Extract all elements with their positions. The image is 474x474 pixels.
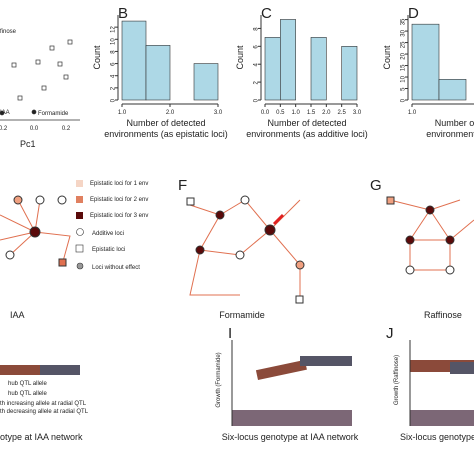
panel-a-label: Formamide [38,111,69,117]
x-axis-label: Six-locus genotype [400,432,474,442]
x-tick-label: 1.5 [307,110,316,116]
panel-letter: J [386,325,394,342]
x-axis-label: Number of detected [126,118,205,128]
panel-letter: D [408,5,419,22]
x-tick-label: 2.0 [166,110,175,116]
legend-label: Loci without effect [92,265,140,271]
x-axis-label: Six-locus genotype at IAA network [222,432,359,442]
bar [341,46,358,101]
bar [145,45,171,101]
bar [280,19,296,101]
x-tick-label: 3.0 [214,110,223,116]
y-tick-label: 25 [401,41,407,48]
y-tick-label: 30 [401,29,407,36]
legend-label: Epistatic loci for 1 env [90,181,148,187]
bar [411,23,440,101]
x-tick-label: 0.5 [276,110,285,116]
bar [121,20,147,101]
y-tick-label: 10 [401,75,407,82]
network-e [0,195,71,267]
legend-label: hub QTL allele [8,391,47,397]
panel-letter: F [178,177,187,194]
y-tick-label: 8 [254,27,260,31]
y-tick-label: 4 [111,74,117,78]
x-axis-label: Number of de [435,118,474,128]
panel-a-tick: 0.0 [30,126,39,132]
network-g [386,196,474,275]
panel-a [0,39,80,121]
x-tick-label: 0.0 [261,110,270,116]
legend-label: th increasing allele at radial QTL [0,401,87,407]
x-axis-label: environments (as additive loci) [246,129,368,139]
y-tick-label: 6 [111,62,117,66]
network-name: IAA [10,310,25,320]
bar [193,63,219,101]
bottom-plots [0,340,474,426]
x-axis-label: otype at IAA network [0,432,83,442]
legend-label: Additive loci [92,231,124,237]
panel-a-label: finose [0,29,17,35]
x-tick-label: 1.0 [408,110,417,116]
legend-label: Epistatic loci [92,247,125,253]
legend-label: Epistatic loci for 2 env [90,197,148,203]
x-tick-label: 2.5 [337,110,346,116]
y-axis-label: Growth (Formamide) [216,352,222,407]
bar [310,37,327,101]
legend-label: th decreasing allele at radial QTL [0,409,89,415]
network-name: Raffinose [424,310,462,320]
y-tick-label: 0 [111,98,117,102]
y-tick-label: 12 [111,25,117,32]
panel-a-tick: -0.2 [0,126,8,132]
y-tick-label: 0 [401,98,407,102]
y-tick-label: 6 [254,45,260,49]
legend-symbols [75,180,84,270]
y-tick-label: 8 [111,50,117,54]
y-axis-label: Count [92,45,102,70]
y-tick-label: 2 [254,80,260,84]
x-tick-label: 1.0 [118,110,127,116]
x-axis-label: environments (as epistatic loci) [104,129,228,139]
y-tick-label: 0 [254,98,260,102]
y-tick-label: 10 [111,38,117,45]
panel-letter: G [370,177,382,194]
network-name: Formamide [219,310,265,320]
y-tick-label: 4 [254,63,260,67]
y-axis-label: Count [235,45,245,70]
y-tick-label: 35 [401,18,407,25]
panel-letter: B [118,5,128,22]
panel-a-label: IAA [0,110,10,116]
y-tick-label: 15 [401,64,407,71]
panel-letter: I [228,325,232,342]
panel-a-tick: 0.2 [62,126,71,132]
y-tick-label: 2 [111,86,117,90]
x-tick-label: 2.0 [322,110,331,116]
legend-label: hub QTL allele [8,381,47,387]
y-tick-label: 5 [401,87,407,91]
bar [438,79,467,101]
y-tick-label: 20 [401,52,407,59]
bar [264,37,281,101]
y-axis-label: Count [382,45,392,70]
x-axis-label: Number of detected [267,118,346,128]
network-f [186,195,305,304]
y-axis-label: Growth (Raffinose) [394,355,400,405]
x-axis-label: environments (pai [426,129,474,139]
panel-a-xlabel: Pc1 [20,139,36,149]
x-tick-label: 1.0 [291,110,300,116]
x-tick-label: 3.0 [353,110,362,116]
legend-label: Epistatic loci for 3 env [90,213,148,219]
panel-letter: C [261,5,272,22]
